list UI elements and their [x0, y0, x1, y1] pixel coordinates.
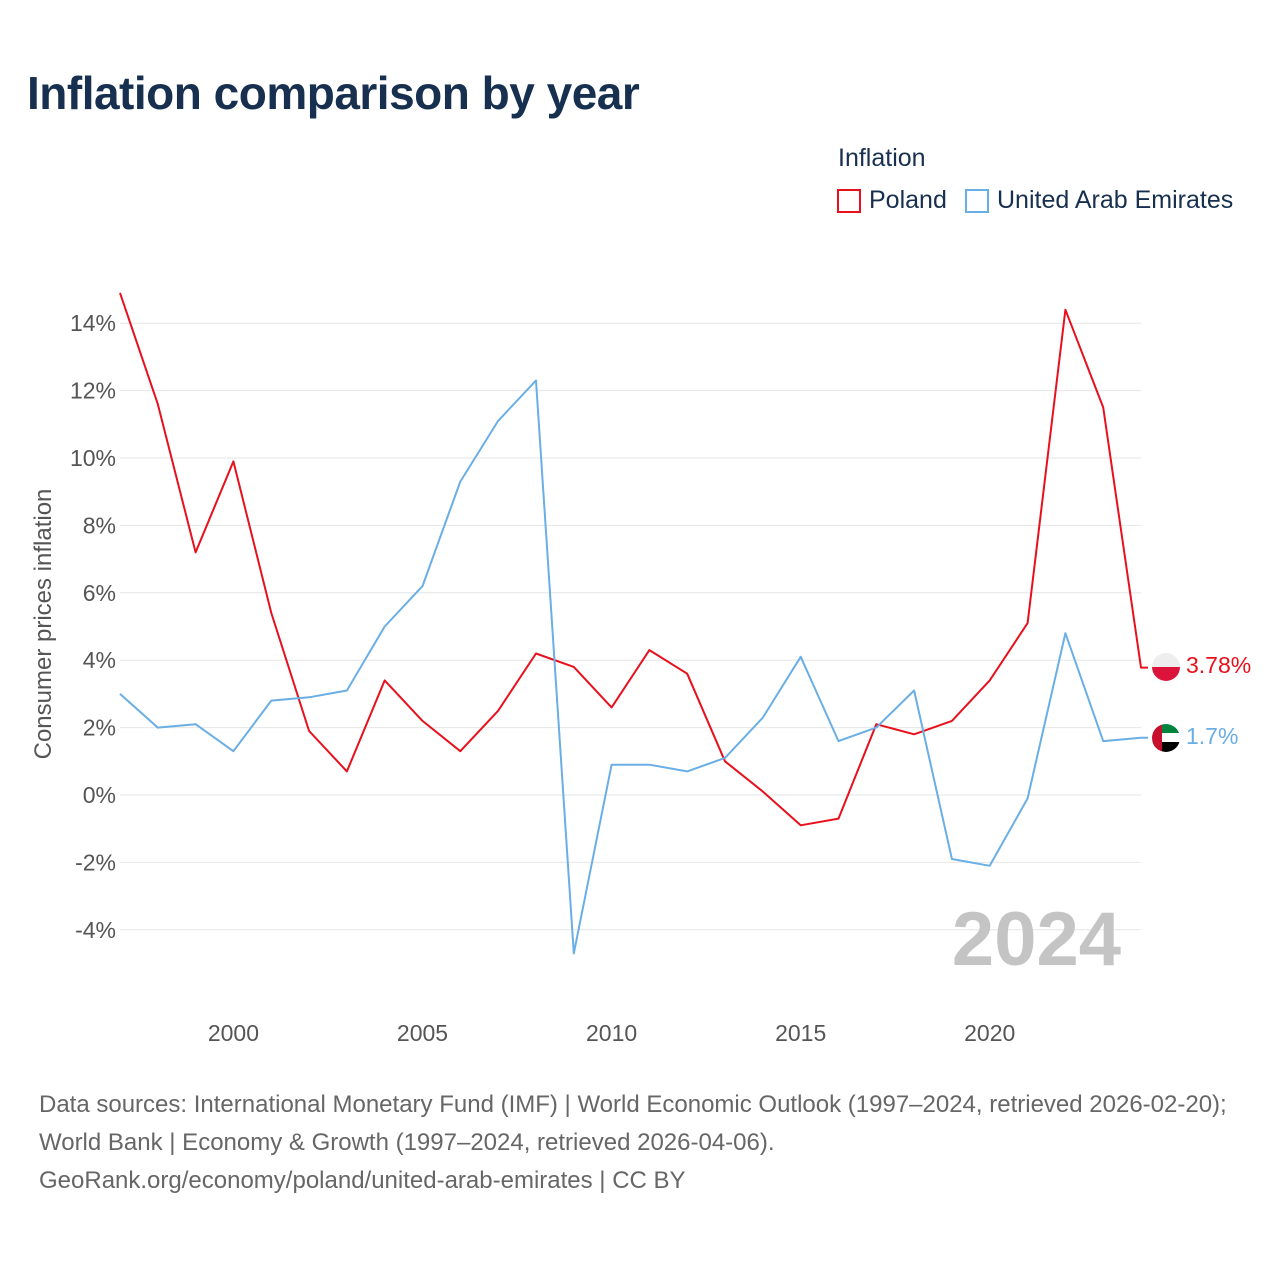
y-tick-label: 10%	[70, 445, 116, 471]
source-line-1: Data sources: International Monetary Fun…	[39, 1091, 1227, 1156]
gridlines	[120, 322, 1141, 931]
series-line-poland[interactable]	[119, 292, 1148, 827]
legend-label-poland: Poland	[869, 186, 947, 214]
line-chart: 14%12%10%8%6%4%2%0%-2%-4% 2000 2005 2010 20…	[30, 292, 1251, 1046]
y-tick-label: 4%	[83, 647, 116, 673]
y-tick-label: -4%	[75, 917, 116, 943]
uae-flag-icon	[1152, 724, 1180, 752]
x-tick-label: 2010	[586, 1020, 637, 1046]
legend-swatch-uae	[965, 188, 989, 213]
poland-end-label: 3.78%	[1186, 652, 1251, 678]
source-line-2: GeoRank.org/economy/poland/united-arab-e…	[39, 1167, 686, 1194]
series-layer	[119, 292, 1148, 955]
x-tick-label: 2000	[208, 1020, 259, 1046]
y-axis-ticks: 14% 12% 10% 8% 6% 4% 2% 0% -2% -4%	[70, 310, 116, 943]
x-tick-label: 2005	[397, 1020, 448, 1046]
x-tick-label: 2020	[964, 1020, 1015, 1046]
legend-item-poland[interactable]: Poland	[837, 186, 947, 215]
y-tick-label: 14%	[70, 310, 116, 336]
y-axis-title: Consumer prices inflation	[30, 489, 57, 760]
series-line-uae[interactable]	[119, 379, 1148, 955]
y-tick-label: 6%	[83, 580, 116, 606]
x-axis-ticks: 2000 2005 2010 2015 2020	[208, 1020, 1015, 1046]
uae-end-label: 1.7%	[1186, 723, 1238, 749]
y-tick-label: 0%	[83, 782, 116, 808]
legend-item-uae[interactable]: United Arab Emirates	[965, 186, 1233, 215]
y-tick-label: -2%	[75, 849, 116, 875]
legend-label-uae: United Arab Emirates	[997, 186, 1234, 214]
year-watermark: 2024	[952, 897, 1121, 982]
chart-title: Inflation comparison by year	[27, 67, 640, 119]
y-tick-label: 8%	[83, 512, 116, 538]
x-tick-label: 2015	[775, 1020, 826, 1046]
poland-flag-icon	[1152, 653, 1180, 681]
legend-swatch-poland	[837, 188, 861, 213]
legend-title: Inflation	[838, 144, 926, 172]
y-tick-label: 12%	[70, 378, 116, 404]
data-source-note: Data sources: International Monetary Fun…	[39, 1086, 1249, 1200]
y-tick-label: 2%	[83, 715, 116, 741]
